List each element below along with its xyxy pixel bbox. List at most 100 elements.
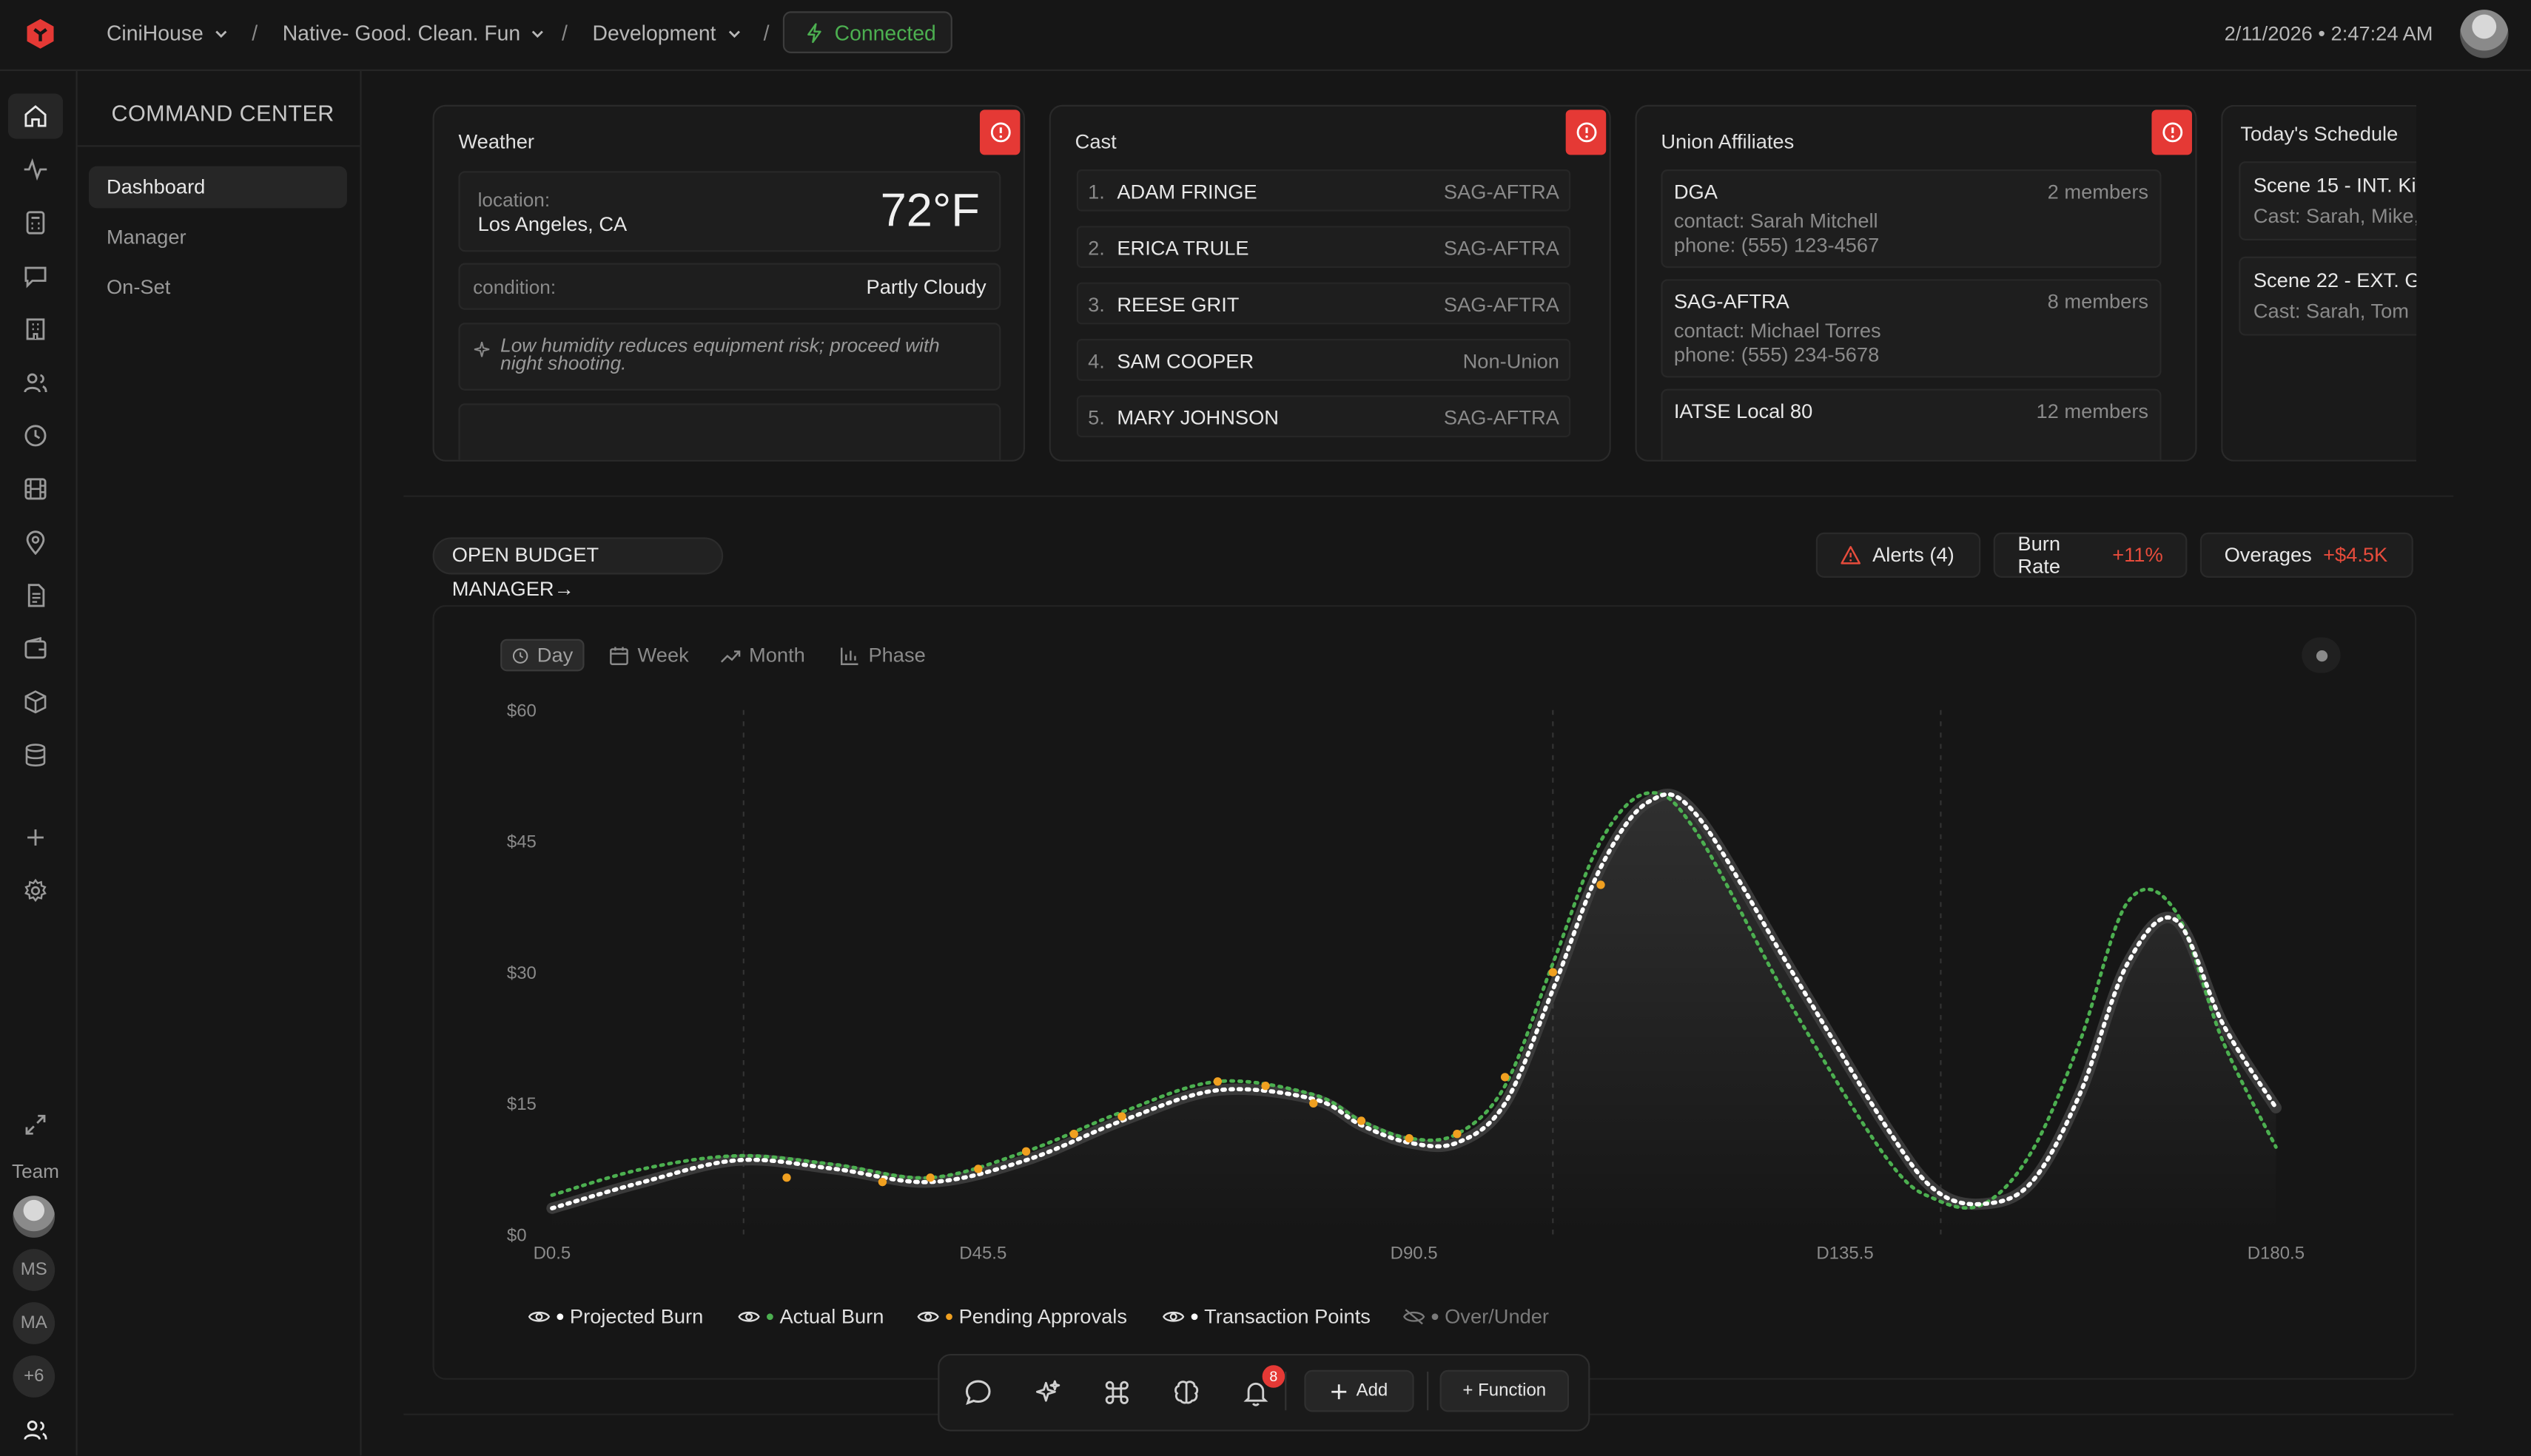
chat-bubble-icon[interactable] [964, 1378, 992, 1407]
chart-options-toggle[interactable] [2302, 637, 2341, 673]
package-icon[interactable] [23, 689, 49, 715]
range-tab-week[interactable]: Week [608, 639, 689, 672]
union-phone: phone: (555) 234-5678 [1673, 343, 1880, 367]
sidebar-item-manager[interactable]: Manager [106, 226, 186, 249]
legend-projected-burn[interactable]: Projected Burn [528, 1306, 703, 1328]
divider [1285, 1371, 1287, 1411]
union-item[interactable]: SAG-AFTRA 8 members contact: Michael Tor… [1661, 279, 2162, 378]
document-icon[interactable] [23, 582, 49, 608]
team-avatar[interactable]: MA [13, 1302, 56, 1344]
building-icon[interactable] [23, 316, 49, 342]
calculator-icon[interactable] [23, 210, 49, 236]
users-icon[interactable] [23, 369, 49, 395]
sidebar-item-on-set[interactable]: On-Set [106, 275, 171, 299]
connection-status-button[interactable]: Connected [782, 11, 952, 53]
chat-icon[interactable] [23, 263, 49, 289]
weather-extra-box [458, 403, 1001, 460]
union-members: 8 members [2047, 290, 2149, 314]
cast-row[interactable]: 5. MARY JOHNSON SAG-AFTRA [1076, 395, 1571, 438]
sidebar-item-dashboard[interactable]: Dashboard [88, 166, 347, 209]
cast-name: MARY JOHNSON [1117, 406, 1280, 430]
alert-circle-icon [989, 122, 1010, 143]
schedule-item[interactable]: Scene 15 - INT. Ki Cast: Sarah, Mike, [2239, 161, 2417, 240]
project-switcher[interactable]: Native- Good. Clean. Fun [283, 21, 546, 45]
alerts-button[interactable]: Alerts (4) [1815, 532, 1981, 578]
weather-alert-button[interactable] [979, 109, 1021, 155]
plus-icon[interactable] [23, 825, 49, 851]
cast-row[interactable]: 4. SAM COOPER Non-Union [1076, 339, 1571, 381]
activity-icon[interactable] [23, 157, 49, 183]
expand-icon[interactable] [23, 1112, 49, 1138]
burn-rate-pill[interactable]: Burn Rate +11% [1993, 532, 2188, 578]
legend-dot [1191, 1313, 1198, 1321]
user-avatar[interactable] [2460, 10, 2509, 58]
cast-row[interactable]: 1. ADAM FRINGE SAG-AFTRA [1076, 169, 1571, 212]
datetime-display: 2/11/2026 • 2:47:24 AM [2224, 22, 2433, 46]
range-tab-day[interactable]: Day [500, 638, 585, 672]
team-users-icon[interactable] [23, 1417, 49, 1443]
range-tab-month[interactable]: Month [720, 639, 805, 672]
legend-over-under[interactable]: Over/Under [1402, 1306, 1549, 1328]
app-logo-icon[interactable] [23, 16, 58, 52]
alert-circle-icon [1576, 122, 1596, 143]
open-budget-manager-button[interactable]: OPEN BUDGET MANAGER→ [432, 537, 724, 600]
active-nav-highlight [7, 93, 64, 139]
phase-switcher[interactable]: Development [592, 21, 742, 45]
home-icon[interactable] [23, 104, 49, 129]
cast-row[interactable]: 3. REESE GRIT SAG-AFTRA [1076, 282, 1571, 325]
legend-dot [557, 1313, 564, 1321]
temperature-value: 72°F [880, 185, 980, 237]
bell-icon[interactable] [1241, 1378, 1270, 1407]
burn-chart-panel [432, 604, 2417, 1380]
legend-dot [946, 1313, 952, 1321]
org-name: CiniHouse [106, 21, 204, 46]
legend-label: Transaction Points [1204, 1305, 1371, 1329]
bar-chart-icon [841, 647, 858, 664]
team-more-count[interactable]: +6 [13, 1355, 56, 1398]
divider [403, 495, 2454, 497]
warning-icon [1841, 546, 1861, 564]
clock-icon[interactable] [23, 422, 49, 448]
union-item[interactable]: DGA 2 members contact: Sarah Mitchell ph… [1661, 169, 2162, 269]
legend-transaction-points[interactable]: Transaction Points [1162, 1305, 1371, 1329]
calendar-icon [610, 646, 628, 664]
team-avatar-photo[interactable] [13, 1196, 56, 1238]
gear-icon[interactable] [23, 878, 49, 904]
union-contact: contact: Sarah Mitchell [1673, 209, 1878, 233]
cast-row[interactable]: 2. ERICA TRULE SAG-AFTRA [1076, 226, 1571, 269]
wallet-icon[interactable] [23, 636, 49, 661]
brain-icon[interactable] [1172, 1378, 1200, 1407]
eye-off-icon [1403, 1309, 1425, 1325]
team-avatar[interactable]: MS [13, 1249, 56, 1291]
add-function-button[interactable]: + Function [1439, 1369, 1570, 1412]
database-icon[interactable] [23, 742, 49, 768]
schedule-item[interactable]: Scene 22 - EXT. G Cast: Sarah, Tom [2239, 256, 2417, 336]
eye-icon [528, 1311, 551, 1322]
add-button[interactable]: Add [1304, 1369, 1414, 1412]
cast-union: Non-Union [1462, 350, 1559, 373]
legend-pending-approvals[interactable]: Pending Approvals [917, 1306, 1127, 1328]
command-icon[interactable] [1103, 1378, 1132, 1407]
sidebar: COMMAND CENTER Dashboard Manager On-Set [77, 70, 362, 1456]
legend-dot [1431, 1313, 1439, 1321]
status-dot [2315, 649, 2327, 661]
sparkles-icon[interactable] [1033, 1378, 1062, 1407]
sidebar-title: COMMAND CENTER [111, 100, 335, 127]
map-pin-icon[interactable] [23, 529, 49, 556]
trending-up-icon [720, 650, 741, 662]
legend-actual-burn[interactable]: Actual Burn [738, 1306, 884, 1328]
org-switcher[interactable]: CiniHouse [107, 21, 229, 45]
union-name: SAG-AFTRA [1673, 290, 1789, 314]
union-item[interactable]: IATSE Local 80 12 members [1661, 388, 2162, 460]
range-label: Week [637, 644, 689, 667]
union-name: DGA [1673, 181, 1718, 203]
union-alert-button[interactable] [2151, 109, 2192, 155]
range-label: Day [537, 644, 574, 667]
breadcrumb-separator: / [252, 21, 258, 46]
cast-alert-button[interactable] [1565, 109, 1607, 155]
schedule-cast: Cast: Sarah, Mike, [2253, 205, 2417, 228]
film-icon[interactable] [23, 476, 49, 502]
range-tab-phase[interactable]: Phase [839, 639, 926, 672]
overages-pill[interactable]: Overages +$4.5K [2199, 532, 2413, 578]
